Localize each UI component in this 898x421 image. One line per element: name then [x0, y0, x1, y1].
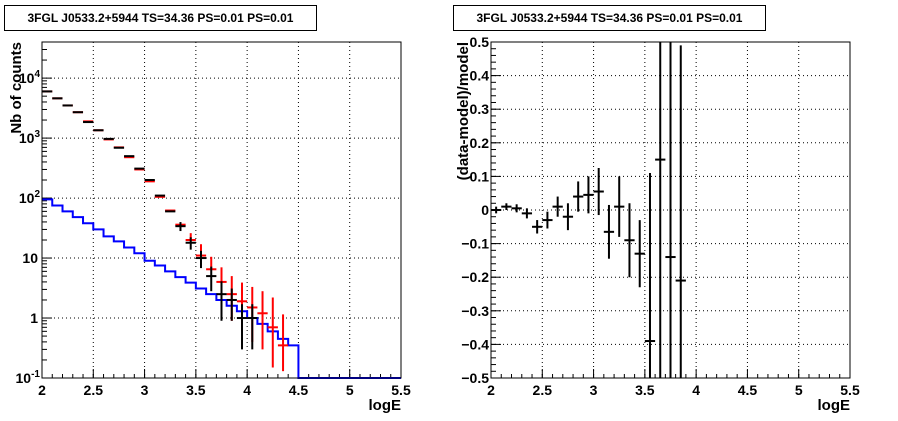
- x-tick-label: 4.5: [289, 382, 309, 398]
- x-tick-label: 5.5: [840, 382, 860, 398]
- y-tick-label: 0.5: [470, 34, 490, 50]
- plot-area: [42, 42, 401, 378]
- y-tick-label: 10: [22, 250, 38, 266]
- y-axis-label: Nb of counts: [8, 42, 25, 134]
- data-point: [195, 250, 207, 269]
- data-point: [236, 304, 248, 350]
- data-point: [634, 220, 645, 288]
- data-point: [501, 203, 512, 210]
- y-tick-label: −0.3: [461, 303, 489, 319]
- x-axis-label: logE: [818, 397, 851, 414]
- counts-panel: 2 2.5 3 3.5 4 4.5 5 5.5 10-1 1 10 102 103 104 logE Nb o…: [4, 5, 411, 414]
- x-tick-label: 4: [692, 382, 700, 398]
- residuals-panel: 2 2.5 3 3.5 4 4.5 5 5.5 −0.5 −0.4 −0.3 −0.2 −0.1 0 0.1…: [449, 0, 898, 421]
- data-point: [532, 220, 543, 234]
- x-tick-label: 3.5: [635, 382, 655, 398]
- data-point: [593, 168, 604, 216]
- x-tick-label: 3: [590, 382, 598, 398]
- data-point: [216, 281, 227, 321]
- x-tick-label: 2: [487, 382, 495, 398]
- data-point: [552, 196, 563, 217]
- x-tick-label: 5: [346, 382, 354, 398]
- x-tick-label: 3.5: [186, 382, 206, 398]
- residuals-plot: 2 2.5 3 3.5 4 4.5 5 5.5 −0.5 −0.4 −0.3 −0.2 −0.1 0 0.1…: [455, 34, 860, 414]
- y-tick-label: 0: [481, 202, 489, 218]
- y-tick-label: 0.4: [470, 68, 490, 84]
- data-point: [624, 203, 635, 278]
- data-point: [491, 206, 502, 214]
- y-tick-label: 102: [19, 189, 41, 206]
- data-point: [175, 222, 186, 232]
- data-point: [226, 288, 237, 321]
- data-point: [573, 181, 584, 212]
- data-point: [655, 42, 666, 378]
- data-point: [521, 208, 533, 219]
- data-point: [665, 42, 676, 378]
- y-tick-label: −0.5: [461, 370, 489, 386]
- x-tick-label: 2.5: [84, 382, 104, 398]
- data-point: [675, 45, 686, 378]
- data-point: [583, 176, 594, 214]
- model-total-point: [267, 297, 278, 368]
- data-point: [562, 203, 574, 231]
- x-tick-label: 5.5: [391, 382, 411, 398]
- y-tick-label: 10-1: [16, 369, 41, 386]
- y-tick-label: 0.1: [470, 168, 490, 184]
- x-tick-label: 4: [243, 382, 251, 398]
- x-tick-label: 2.5: [533, 382, 553, 398]
- residuals-plot-title: 3FGL J0533.2+5944 TS=34.36 PS=0.01 PS=0.…: [453, 5, 766, 31]
- x-axis-label: logE: [369, 397, 402, 414]
- counts-plot: 2 2.5 3 3.5 4 4.5 5 5.5 10-1 1 10 102 103 104 logE Nb o…: [8, 41, 411, 414]
- data-point: [644, 173, 656, 378]
- counts-plot-title: 3FGL J0533.2+5944 TS=34.36 PS=0.01 PS=0.…: [4, 5, 317, 31]
- x-tick-label: 4.5: [738, 382, 758, 398]
- data-point: [614, 176, 625, 237]
- y-tick-label: −0.1: [461, 236, 489, 252]
- plot-frame: [490, 41, 851, 379]
- y-tick-label: 0.3: [470, 101, 490, 117]
- model-total-point: [277, 314, 289, 372]
- y-tick-label: 103: [19, 129, 41, 146]
- y-tick-label: 0.2: [470, 135, 490, 151]
- data-point: [247, 304, 258, 350]
- data-point: [511, 204, 522, 213]
- x-tick-label: 2: [38, 382, 46, 398]
- x-tick-label: 3: [141, 382, 149, 398]
- plot-frame: [41, 41, 402, 379]
- y-axis-label: (data-model)/model: [455, 42, 472, 180]
- y-tick-label: −0.4: [461, 336, 489, 352]
- data-point: [185, 237, 196, 250]
- data-point: [603, 204, 615, 259]
- y-tick-label: 104: [19, 69, 41, 86]
- data-point: [206, 266, 217, 292]
- y-tick-label: 1: [30, 310, 38, 326]
- y-tick-label: −0.2: [461, 269, 489, 285]
- data-point: [542, 211, 553, 229]
- x-tick-label: 5: [795, 382, 803, 398]
- model-total-point: [257, 291, 268, 350]
